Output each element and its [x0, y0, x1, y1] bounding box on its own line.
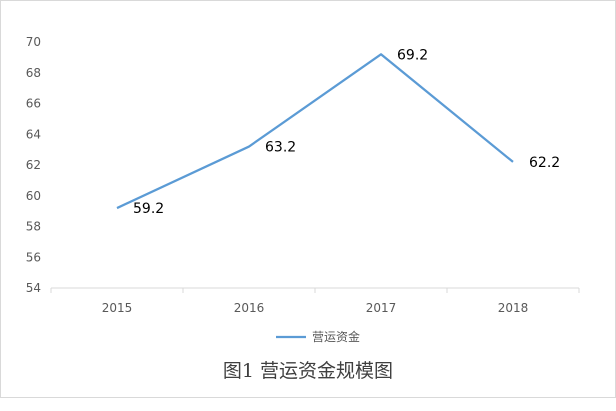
y-tick-label: 68 — [26, 66, 41, 80]
y-tick-label: 56 — [26, 250, 41, 264]
x-tick-label: 2015 — [102, 301, 133, 315]
y-tick-label: 64 — [26, 127, 41, 141]
chart-frame: 54 56 58 60 62 64 66 68 70 2015 2016 2017 2018 59.2 63… — [0, 0, 616, 398]
x-tick-label: 2016 — [234, 301, 265, 315]
y-tick-label: 58 — [26, 220, 41, 234]
y-tick-label: 70 — [26, 35, 41, 49]
data-label: 63.2 — [265, 140, 296, 156]
data-label: 62.2 — [529, 155, 560, 171]
y-tick-label: 62 — [26, 158, 41, 172]
legend-label: 营运资金 — [312, 329, 360, 344]
x-tick-label: 2017 — [366, 301, 397, 315]
data-label: 59.2 — [133, 201, 164, 217]
y-tick-label: 54 — [26, 281, 41, 295]
y-tick-label: 60 — [26, 189, 41, 203]
figure-caption: 图1 营运资金规模图 — [222, 360, 394, 382]
series-line — [116, 53, 514, 210]
y-tick-label: 66 — [26, 97, 41, 111]
data-label: 69.2 — [397, 47, 428, 63]
x-tick-label: 2018 — [498, 301, 529, 315]
line-chart: 54 56 58 60 62 64 66 68 70 2015 2016 2017 2018 59.2 63… — [26, 35, 580, 344]
